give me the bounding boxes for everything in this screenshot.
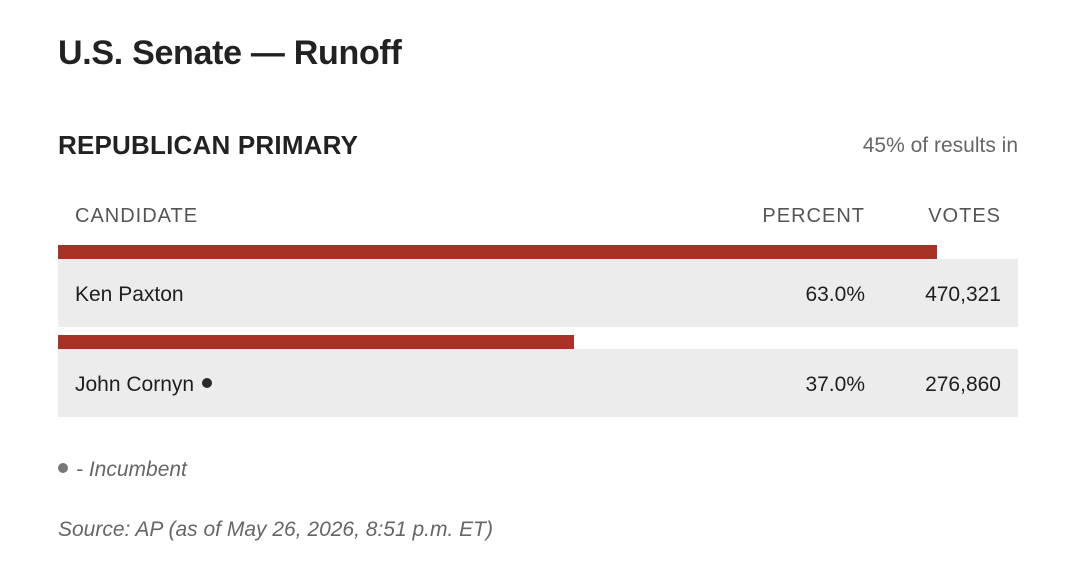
source-note: Source: AP (as of May 26, 2026, 8:51 p.m… [58, 518, 493, 541]
candidate-percent: 37.0% [805, 373, 865, 396]
race-name: REPUBLICAN PRIMARY [58, 130, 359, 160]
vote-bar-track [58, 245, 1018, 259]
results-reporting: 45% of results in [862, 134, 1018, 157]
table-header: CANDIDATE PERCENT VOTES [58, 205, 1018, 233]
candidate-name: Ken Paxton [75, 283, 184, 306]
candidate-name: John Cornyn [75, 373, 213, 397]
table-row: John Cornyn 37.0% 276,860 [58, 335, 1018, 417]
candidate-percent: 63.0% [805, 283, 865, 306]
incumbent-legend: - Incumbent [58, 458, 187, 482]
race-header: REPUBLICAN PRIMARY 45% of results in [58, 130, 1018, 164]
candidate-votes: 276,860 [925, 373, 1001, 396]
table-row: Ken Paxton 63.0% 470,321 [58, 245, 1018, 327]
column-header-percent: PERCENT [762, 205, 865, 227]
vote-bar-track [58, 335, 1018, 349]
vote-share-bar [58, 245, 938, 259]
column-header-votes: VOTES [928, 205, 1001, 227]
incumbent-dot-icon [202, 378, 213, 389]
vote-share-bar [58, 335, 575, 349]
incumbent-dot-icon [58, 463, 68, 474]
legend-label: - Incumbent [76, 458, 187, 481]
page-title: U.S. Senate — Runoff [58, 34, 402, 72]
column-header-candidate: CANDIDATE [75, 205, 199, 227]
candidate-votes: 470,321 [925, 283, 1001, 306]
